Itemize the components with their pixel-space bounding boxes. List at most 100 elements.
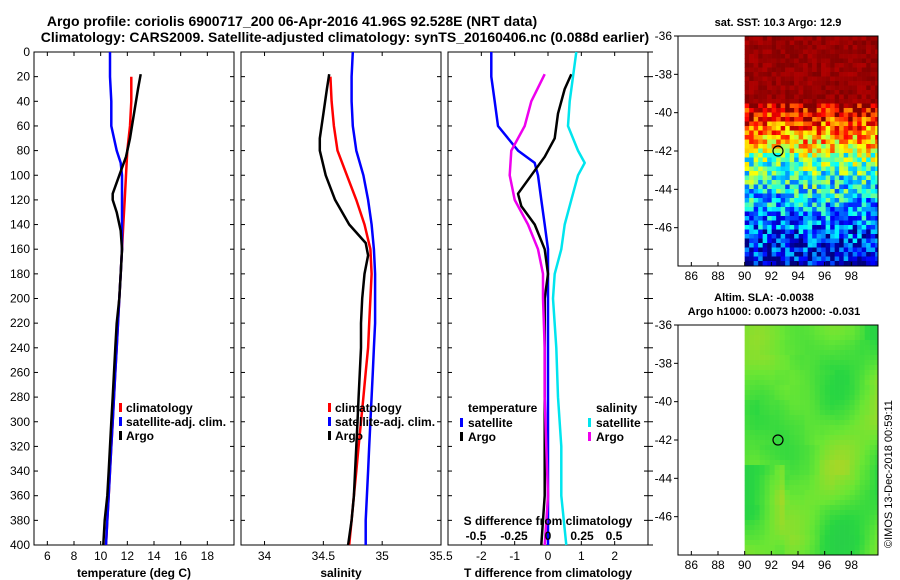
map-cell [759,490,765,496]
map-cell [839,360,845,366]
map-cell [784,350,790,356]
map-cell [866,202,871,208]
map-cell [839,184,844,190]
map-cell [870,220,876,226]
map-cell [857,180,862,185]
map-cell [870,175,876,181]
map-cell [804,360,810,366]
map-cell [789,440,795,446]
map-cell [803,76,808,82]
map-cell [821,198,826,203]
map-cell [759,485,765,491]
map-cell [809,335,815,341]
map-cell [875,67,879,73]
map-cell [758,67,763,73]
map-cell [758,247,763,253]
map-cell [848,198,853,203]
map-cell [789,355,795,361]
map-cell [771,90,777,95]
map-cell [799,545,805,551]
map-cell [779,390,785,396]
map-cell [784,480,790,486]
map-cell [784,400,790,406]
x-tick-label: 6 [44,549,51,563]
map-cell [875,117,879,122]
map-cell [776,252,781,257]
map-cell [749,139,754,145]
map-cell [759,375,765,381]
map-cell [753,40,759,46]
map-cell [859,430,865,436]
map-cell [875,216,879,221]
map-cell [869,465,875,471]
map-cell [754,325,760,331]
map-cell [875,85,879,91]
map-x-tick-label: 88 [711,558,725,572]
map-cell [825,166,831,172]
map-cell [816,49,822,55]
map-cell [784,410,790,416]
map-cell [812,148,817,154]
map-cell [812,153,817,158]
map-cell [780,261,786,266]
map-cell [869,480,875,486]
map-cell [784,540,790,546]
map-cell [758,112,763,118]
map-cell [776,238,781,244]
map-cell [834,480,840,486]
map-cell [869,540,875,546]
map-cell [819,475,825,481]
map-cell [780,225,786,230]
map-cell [829,550,835,556]
map-cell [861,135,867,140]
map-cell [809,535,815,541]
map-cell [762,139,768,145]
map-cell [875,184,879,190]
map-cell [825,238,831,244]
map-cell [771,157,777,163]
map-cell [789,99,795,104]
map-cell [803,166,808,172]
map-cell [744,515,750,521]
map-cell [807,126,813,131]
map-cell [794,139,799,145]
map-cell [848,157,853,163]
map-cell [762,90,768,95]
map-cell [779,415,785,421]
map-cell [866,45,871,50]
map-cell [854,445,860,451]
map-cell [839,515,845,521]
map-cell [744,90,750,95]
map-cell [771,171,777,176]
map-cell [798,135,804,140]
map-cell [869,365,875,371]
map-cell [821,72,826,77]
map-cell [834,157,840,163]
map-cell [843,103,849,109]
map-cell [744,490,750,496]
map-cell [749,126,754,131]
map-cell [762,103,768,109]
map-cell [780,45,786,50]
map-cell [785,261,790,266]
map-cell [784,335,790,341]
map-cell [758,229,763,235]
map-cell [849,505,855,511]
map-cell [780,189,786,194]
map-cell [854,490,860,496]
map-cell [852,90,858,95]
map-cell [789,545,795,551]
map-cell [779,465,785,471]
map-cell [825,144,831,149]
map-cell [769,535,775,541]
map-cell [780,252,786,257]
map-cell [774,375,780,381]
map-cell [767,76,772,82]
map-cell [754,460,760,466]
map-cell [829,545,835,551]
map-cell [869,530,875,536]
map-cell [780,171,786,176]
map-cell [774,325,780,331]
map-cell [794,49,799,55]
map-cell [834,207,840,212]
